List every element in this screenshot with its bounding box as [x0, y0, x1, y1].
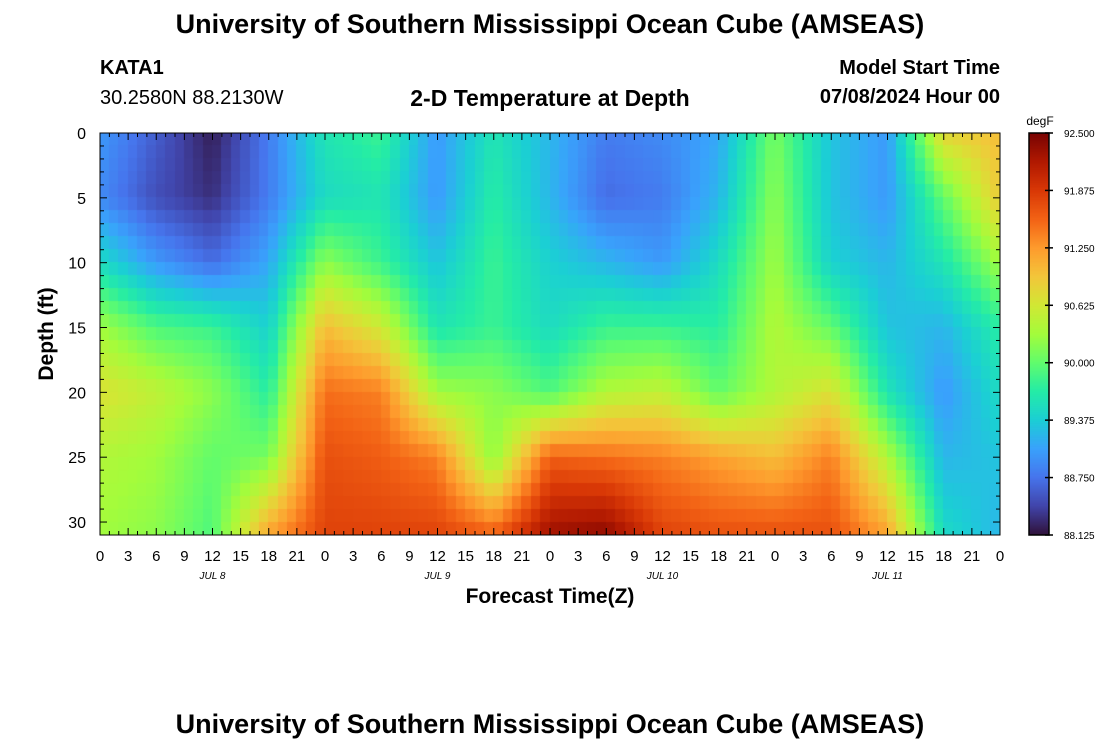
y-axis: 0 5 10 15 20 25 30 [68, 126, 1000, 535]
chart-axes: 0 3 6 9 12 15 18 21 0 3 6 9 12 15 18 21 0 3 6 9 12 15 18 21 0 3 6 9… [0, 0, 1100, 750]
colorbar: 92.500 91.875 91.250 90.625 90.000 89.375 88.7… [1029, 129, 1095, 542]
x-tick-label: 6 [827, 548, 835, 565]
y-tick-label: 30 [68, 515, 86, 532]
x-tick-label: 6 [152, 548, 160, 565]
x-tick-label: 9 [630, 548, 638, 565]
y-tick-label: 5 [77, 191, 86, 208]
x-tick-label: 15 [457, 548, 474, 565]
x-tick-label: 3 [799, 548, 807, 565]
colorbar-tick-label: 88.125 [1064, 531, 1095, 542]
x-tick-label: 9 [180, 548, 188, 565]
x-tick-label: 18 [710, 548, 727, 565]
x-tick-label: 3 [124, 548, 132, 565]
colorbar-frame [1029, 133, 1049, 535]
x-tick-label: 12 [204, 548, 221, 565]
x-tick-label: 12 [429, 548, 446, 565]
footer-title: University of Southern Mississippi Ocean… [0, 709, 1100, 740]
x-tick-label: 12 [879, 548, 896, 565]
x-tick-label: 21 [514, 548, 531, 565]
x-tick-label: 3 [349, 548, 357, 565]
x-tick-label: 0 [996, 548, 1004, 565]
x-tick-label: 15 [907, 548, 924, 565]
colorbar-tick-label: 89.375 [1064, 416, 1095, 427]
y-axis-label: Depth (ft) [35, 287, 58, 380]
x-tick-label: 6 [377, 548, 385, 565]
colorbar-tick-label: 88.750 [1064, 474, 1095, 485]
colorbar-tick-label: 90.000 [1064, 359, 1095, 370]
x-tick-label: 6 [602, 548, 610, 565]
x-axis: 0 3 6 9 12 15 18 21 0 3 6 9 12 15 18 21 0 3 6 9 12 15 18 21 0 3 6 9… [96, 133, 1004, 582]
x-tick-label: 18 [260, 548, 277, 565]
x-tick-label: 21 [289, 548, 306, 565]
colorbar-tick-label: 91.875 [1064, 186, 1095, 197]
x-tick-label: 18 [935, 548, 952, 565]
colorbar-tick-label: 90.625 [1064, 301, 1095, 312]
x-tick-label: 3 [574, 548, 582, 565]
day-label: JUL 8 [199, 571, 226, 582]
x-tick-label: 12 [654, 548, 671, 565]
plot-frame [100, 133, 1000, 535]
x-tick-label: 0 [771, 548, 779, 565]
x-tick-label: 0 [96, 548, 104, 565]
x-axis-label: Forecast Time(Z) [466, 585, 635, 608]
x-tick-label: 9 [405, 548, 413, 565]
y-tick-label: 0 [77, 126, 86, 143]
colorbar-tick-label: 91.250 [1064, 244, 1095, 255]
x-tick-label: 21 [964, 548, 981, 565]
x-tick-label: 18 [485, 548, 502, 565]
x-tick-label: 0 [321, 548, 329, 565]
x-tick-label: 9 [855, 548, 863, 565]
day-label: JUL 11 [871, 571, 903, 582]
day-label: JUL 10 [646, 571, 679, 582]
x-tick-label: 15 [232, 548, 249, 565]
x-tick-label: 0 [546, 548, 554, 565]
x-tick-label: 15 [682, 548, 699, 565]
y-tick-label: 25 [68, 450, 86, 467]
colorbar-units: degF [1026, 114, 1053, 128]
x-tick-label: 21 [739, 548, 756, 565]
y-tick-label: 15 [68, 321, 86, 338]
colorbar-tick-label: 92.500 [1064, 129, 1095, 140]
y-tick-label: 10 [68, 256, 86, 273]
y-tick-label: 20 [68, 385, 86, 402]
day-label: JUL 9 [424, 571, 451, 582]
